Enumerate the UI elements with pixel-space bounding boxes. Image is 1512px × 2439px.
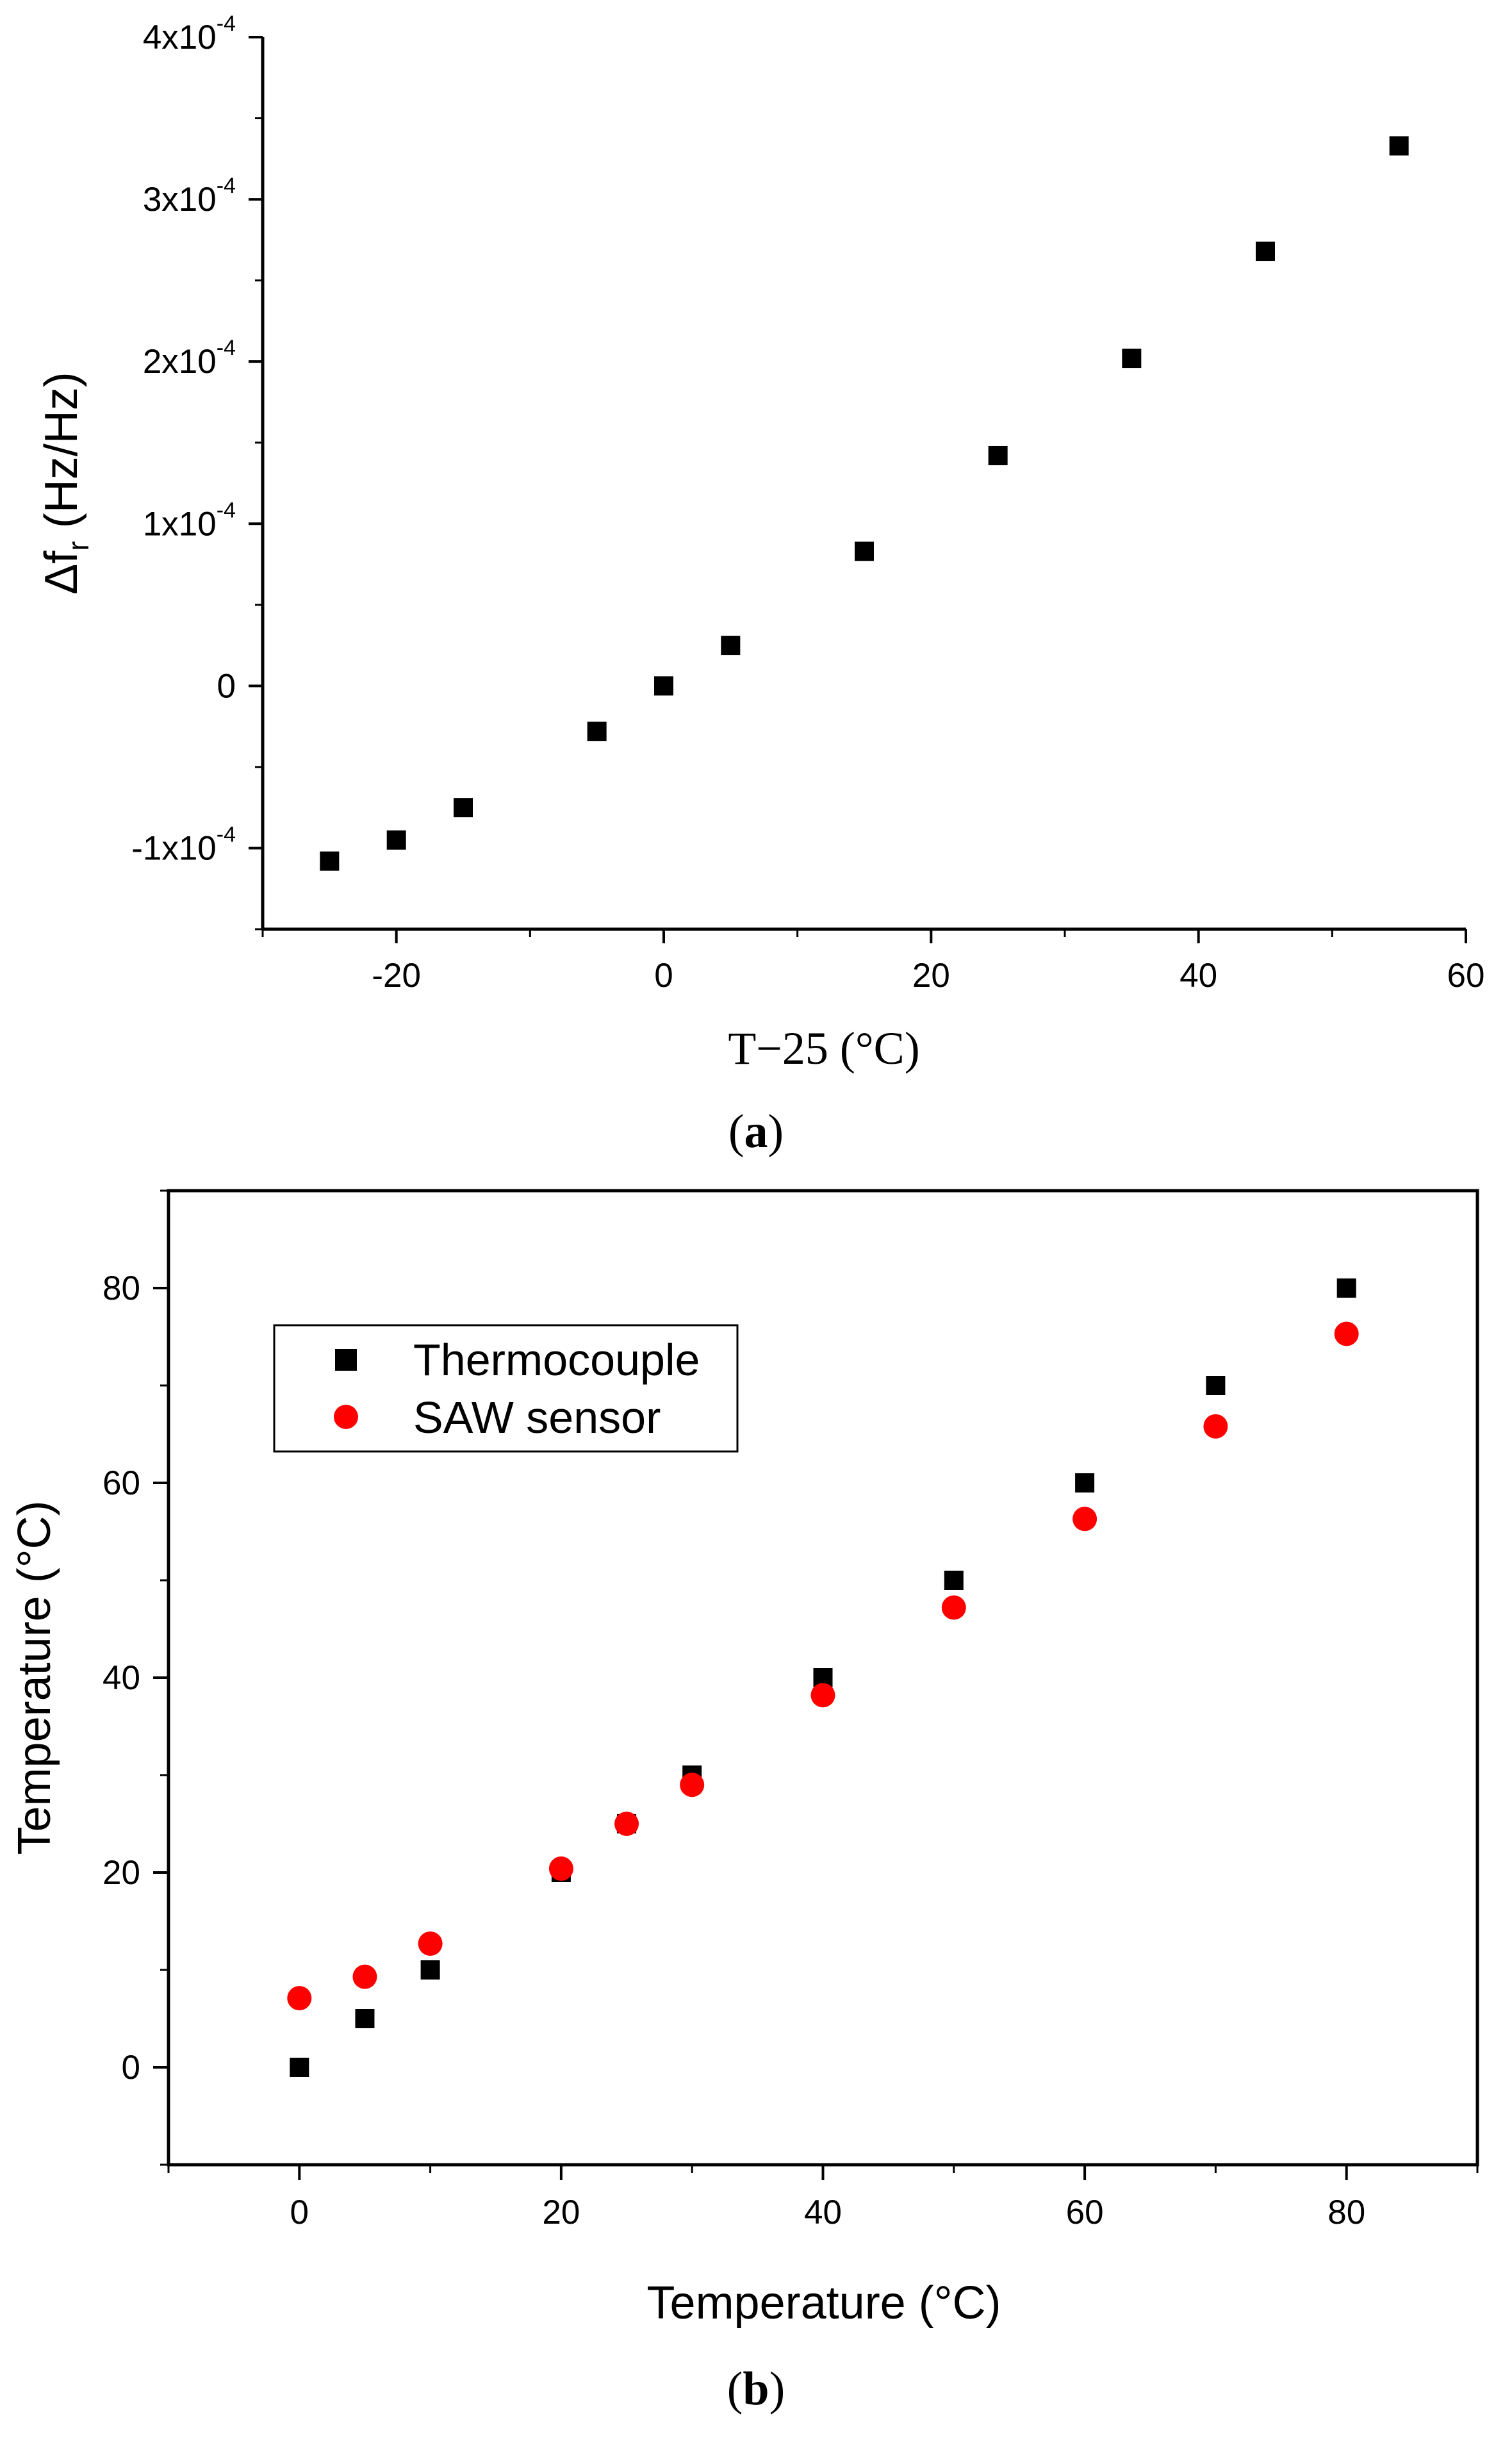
data-point-thermocouple [290,2058,309,2077]
data-point-saw-sensor [680,1773,705,1798]
x-tick-label: 20 [542,2194,580,2231]
x-tick-label: 0 [654,957,673,995]
chart-b: 0 20 40 60 80 0 20 40 60 80 Thermocouple SAW sen… [9,1189,1479,2415]
chart-a-y-axis-title-sub: r [62,541,95,550]
data-point [1256,242,1275,261]
data-point-thermocouple [944,1571,964,1590]
chart-a-panel-label-open: ( [728,1105,744,1158]
y-tick-label-mantissa: 2x10 [143,343,217,381]
chart-a-y-axis-title-main: Δf [36,550,87,595]
y-tick-label: 20 [103,1854,140,1892]
y-tick-label-exponent: -4 [217,498,236,522]
y-tick-label-exponent: -4 [217,822,236,847]
legend-label-saw-sensor: SAW sensor [413,1393,661,1443]
x-tick-label: 60 [1066,2194,1104,2231]
y-tick-label-mantissa: 0 [217,667,236,705]
data-point [855,542,874,561]
chart-b-panel-label-close: ) [769,2363,785,2415]
chart-b-legend-box [273,1324,739,1453]
chart-b-y-axis-title: Temperature (°C) [9,1501,60,1855]
chart-b-x-ticks: 0 20 40 60 80 [167,2165,1479,2231]
data-point-thermocouple [355,2009,375,2028]
chart-b-x-axis-title: Temperature (°C) [647,2278,1001,2329]
x-tick-label: -20 [372,957,421,995]
data-point [988,445,1008,465]
x-tick-label: 60 [1447,957,1485,995]
x-tick-label: 80 [1327,2194,1365,2231]
data-point [654,676,673,696]
data-point-saw-sensor [1072,1507,1097,1532]
chart-a-x-ticks: -20 0 20 40 60 [261,929,1485,995]
chart-b-legend: Thermocouple SAW sensor [273,1324,739,1453]
chart-a-x-axis-title: T−25 (°C) [728,1023,919,1074]
data-point-saw-sensor [418,1931,443,1956]
y-tick-label: 80 [103,1269,140,1307]
y-tick-label-mantissa: 3x10 [143,181,217,219]
legend-marker-saw-sensor [334,1405,358,1429]
data-point [386,830,406,850]
chart-a-y-axis-title: Δfr (Hz/Hz) [36,372,95,594]
legend-label-thermocouple: Thermocouple [413,1335,700,1385]
data-point [454,798,473,818]
x-tick-label: 0 [290,2194,309,2231]
chart-b-panel-label-letter: b [743,2363,769,2415]
data-point-thermocouple [1075,1473,1095,1492]
data-point-saw-sensor [1203,1414,1228,1439]
data-point-thermocouple [1336,1278,1356,1298]
y-tick-label: 2x10-4 [143,336,236,381]
data-point [1389,136,1409,156]
y-tick-label-exponent: -4 [217,174,236,198]
chart-a-series-points [320,136,1409,871]
chart-b-series-points [287,1278,1359,2077]
chart-a-panel-label-letter: a [744,1105,768,1158]
data-point-saw-sensor [548,1856,573,1881]
data-point-saw-sensor [352,1964,377,1989]
chart-a-y-axis-title-unit: (Hz/Hz) [36,372,87,541]
chart-b-panel-label-open: ( [727,2363,743,2415]
data-point-saw-sensor [614,1812,639,1836]
data-point-saw-sensor [810,1683,835,1708]
y-tick-label-exponent: -4 [217,336,236,360]
data-point [721,636,741,656]
y-tick-label: 3x10-4 [143,174,236,219]
y-tick-label: 40 [103,1659,140,1697]
data-point-thermocouple [420,1960,440,1980]
y-tick-label: 4x10-4 [143,12,236,56]
data-point-saw-sensor [941,1595,966,1620]
y-tick-label-mantissa: 1x10 [143,505,217,543]
chart-a-panel-label-close: ) [768,1105,784,1158]
y-tick-label: 1x10-4 [143,498,236,543]
data-point [587,722,607,741]
x-tick-label: 40 [1179,957,1217,995]
y-tick-label: 0 [122,2049,140,2087]
chart-b-panel-label: (b) [727,2363,785,2415]
chart-a-panel-label: (a) [728,1105,784,1158]
data-point-thermocouple [1206,1376,1226,1395]
y-tick-label: -1x10-4 [131,822,236,867]
y-tick-label: 0 [217,667,236,705]
chart-a: -20 0 20 40 60 -1x10-401x10-42x10-43x10-44x1… [36,12,1484,1158]
x-tick-label: 40 [804,2194,842,2231]
y-tick-label-exponent: -4 [217,12,236,36]
x-tick-label: 20 [912,957,950,995]
y-tick-label: 60 [103,1464,140,1502]
data-point [1122,349,1142,368]
chart-b-y-ticks: 0 20 40 60 80 [103,1189,168,2166]
y-tick-label-mantissa: 4x10 [143,19,217,56]
data-point [320,851,340,871]
data-point-saw-sensor [287,1986,312,2011]
legend-marker-thermocouple [335,1349,357,1371]
y-tick-label-mantissa: -1x10 [131,829,217,867]
data-point-saw-sensor [1334,1321,1359,1346]
